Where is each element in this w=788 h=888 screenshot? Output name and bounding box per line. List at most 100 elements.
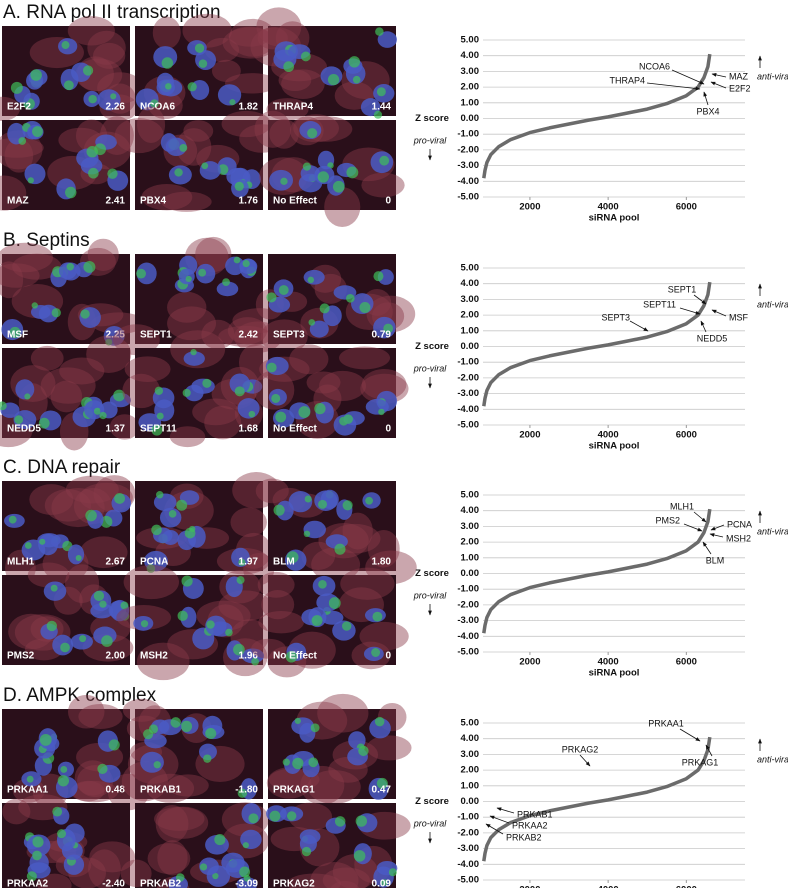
x-tick-label: 4000 — [598, 885, 619, 888]
cytoplasm — [44, 489, 91, 522]
annotation-arrow — [711, 309, 727, 317]
cytoplasm — [269, 119, 299, 149]
tile-label: E2F2 — [7, 102, 31, 113]
cytoplasm — [192, 398, 240, 426]
nucleus — [236, 877, 258, 888]
y-tick-label: 5.00 — [461, 718, 480, 729]
y-tick-label: 0.00 — [461, 796, 480, 807]
green-stain — [298, 406, 311, 419]
tile-value: 0.48 — [106, 785, 126, 796]
cytoplasm — [113, 324, 160, 356]
green-stain — [140, 620, 149, 628]
green-stain — [51, 308, 61, 318]
y-tick-label: -4.00 — [457, 404, 479, 415]
x-tick-label: 2000 — [519, 202, 540, 213]
green-stain — [57, 775, 70, 787]
cytoplasm — [301, 541, 336, 570]
green-stain — [57, 829, 67, 839]
nucleus — [199, 857, 219, 876]
green-stain — [146, 564, 156, 573]
y-tick-label: -2.00 — [457, 827, 479, 838]
annotation-arrow — [693, 511, 707, 523]
cytoplasm — [340, 567, 395, 600]
annotation-arrow — [646, 82, 701, 91]
annotation-arrow — [679, 307, 701, 315]
green-stain — [225, 628, 233, 637]
tile-value: 0 — [385, 651, 391, 662]
tile-value: 1.80 — [372, 557, 392, 568]
anti-viral-label: anti-viral — [757, 71, 788, 81]
micrograph — [122, 330, 274, 448]
green-stain — [285, 651, 298, 663]
y-tick-label: 5.00 — [461, 490, 480, 501]
annotation: PRKAG2 — [562, 744, 599, 754]
green-stain — [233, 256, 241, 264]
green-stain — [150, 99, 159, 108]
cytoplasm — [137, 106, 166, 144]
green-stain — [31, 302, 38, 309]
micrograph — [121, 698, 263, 803]
green-stain — [328, 597, 341, 610]
x-tick-label: 6000 — [676, 657, 697, 668]
annotation-arrow — [629, 320, 649, 332]
tile-value: 0.09 — [372, 879, 392, 888]
cytoplasm — [330, 880, 360, 888]
annotation-arrow — [496, 807, 515, 814]
y-tick-label: -4.00 — [457, 176, 479, 187]
pro-viral-label: pro-viral — [413, 135, 448, 145]
y-tick-label: 4.00 — [461, 733, 480, 744]
z-score-curve — [482, 281, 712, 407]
micrograph — [0, 335, 140, 451]
green-stain — [170, 717, 182, 728]
green-stain — [32, 126, 43, 137]
cytoplasm — [93, 42, 126, 69]
green-stain — [26, 775, 34, 783]
tile-label: PRKAB1 — [140, 785, 182, 796]
green-stain — [107, 168, 118, 179]
green-stain — [373, 271, 384, 282]
annotation: THRAP4 — [609, 75, 645, 85]
tile-value: 2.67 — [106, 557, 126, 568]
annotation-arrow — [705, 744, 713, 757]
green-stain — [201, 162, 209, 170]
annotation-arrow — [489, 815, 510, 824]
micrograph — [0, 238, 146, 346]
y-tick-label: 1.00 — [461, 552, 480, 563]
tile-value: 0.47 — [372, 785, 392, 796]
green-stain — [8, 515, 17, 524]
annotation-arrow — [710, 524, 725, 531]
green-stain — [27, 177, 34, 184]
annotation: PCNA — [727, 519, 752, 529]
cytoplasm — [258, 610, 305, 634]
tile-label: MSF — [7, 330, 28, 341]
cytoplasm — [87, 30, 126, 65]
cytoplasm — [322, 867, 370, 888]
green-stain — [371, 648, 381, 657]
y-tick-label: 1.00 — [461, 97, 480, 108]
cytoplasm — [136, 642, 190, 681]
green-stain — [358, 745, 369, 757]
green-stain — [300, 51, 311, 62]
cytoplasm — [91, 312, 146, 334]
cytoplasm — [221, 110, 272, 138]
nucleus — [237, 398, 260, 419]
green-stain — [176, 499, 188, 511]
tile-label: PRKAB2 — [140, 879, 182, 888]
green-stain — [343, 414, 353, 424]
micrograph — [116, 564, 272, 681]
y-axis-title: Z score — [415, 113, 449, 124]
annotation: NEDD5 — [697, 333, 728, 343]
cytoplasm — [155, 804, 189, 843]
green-stain — [346, 166, 359, 179]
tile-label: No Effect — [273, 651, 318, 662]
green-stain — [242, 842, 249, 849]
annotation: BLM — [706, 555, 725, 565]
tile-label: MSH2 — [140, 651, 168, 662]
micrograph — [113, 236, 287, 356]
green-stain — [282, 758, 290, 766]
y-tick-label: -3.00 — [457, 388, 479, 399]
x-tick-label: 6000 — [676, 202, 697, 213]
green-stain — [182, 388, 191, 397]
cytoplasm — [261, 589, 295, 620]
